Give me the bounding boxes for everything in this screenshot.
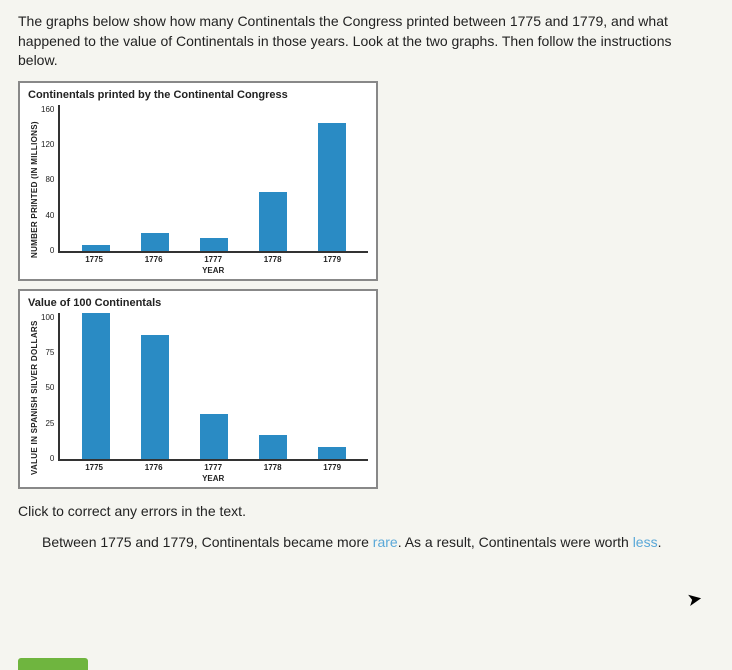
editable-word-less[interactable]: less (633, 534, 658, 550)
chart1-plot (58, 105, 368, 253)
chart2-xlabel: YEAR (58, 474, 368, 483)
sentence-static-3: . (658, 534, 662, 550)
chart2-plot (58, 313, 368, 461)
sentence-static-2: . As a result, Continentals were worth (398, 534, 633, 550)
chart-printed: Continentals printed by the Continental … (18, 81, 378, 281)
instruction-text: Click to correct any errors in the text. (18, 503, 714, 519)
chart2-yaxis: 100 75 50 25 0 (41, 313, 58, 463)
chart-value: Value of 100 Continentals VALUE IN SPANI… (18, 289, 378, 489)
bar (200, 238, 228, 251)
bar (141, 335, 169, 459)
chart1-ylabel: NUMBER PRINTED (IN MILLIONS) (28, 105, 41, 275)
bar (318, 447, 346, 459)
bar (318, 123, 346, 251)
chart2-xticks: 1775 1776 1777 1778 1779 (58, 461, 368, 472)
bar (200, 414, 228, 459)
chart1-title: Continentals printed by the Continental … (28, 89, 368, 101)
editable-sentence: Between 1775 and 1779, Continentals beca… (18, 529, 714, 556)
bar (141, 233, 169, 251)
bar (259, 192, 287, 250)
bar (259, 435, 287, 458)
chart1-xlabel: YEAR (58, 266, 368, 275)
sentence-static-1: Between 1775 and 1779, Continentals beca… (42, 534, 373, 550)
bar (82, 245, 110, 250)
submit-button[interactable] (18, 658, 88, 670)
chart2-title: Value of 100 Continentals (28, 297, 368, 309)
chart1-yaxis: 160 120 80 40 0 (41, 105, 58, 255)
intro-text: The graphs below show how many Continent… (18, 12, 714, 71)
chart1-xticks: 1775 1776 1777 1778 1779 (58, 253, 368, 264)
bar (82, 313, 110, 459)
chart2-ylabel: VALUE IN SPANISH SILVER DOLLARS (28, 313, 41, 483)
cursor-icon: ➤ (685, 588, 704, 611)
editable-word-rare[interactable]: rare (373, 534, 398, 550)
